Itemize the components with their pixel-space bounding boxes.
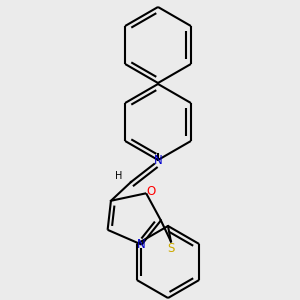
Text: O: O: [146, 185, 156, 198]
Text: S: S: [167, 242, 175, 255]
Text: H: H: [115, 171, 123, 181]
Text: N: N: [136, 238, 145, 250]
Text: N: N: [154, 154, 162, 167]
